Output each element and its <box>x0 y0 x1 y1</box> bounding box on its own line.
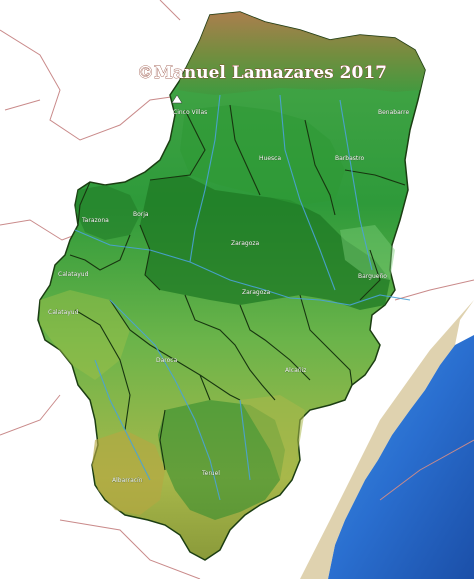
label-benabarre: Benabarre <box>378 109 409 116</box>
label-zaragoza-south: Zaragoza <box>242 289 271 296</box>
label-albarracin: Albarracín <box>112 477 143 484</box>
label-cinco-villas: Cinco Villas <box>173 109 207 116</box>
comarca-borders <box>69 104 406 471</box>
label-teruel: Teruel <box>201 470 220 477</box>
label-zaragoza-north: Zaragoza <box>231 240 260 247</box>
borja-lowland <box>75 185 140 240</box>
label-calatayud-north: Calatayud <box>58 271 89 278</box>
ebro-valley <box>140 175 390 310</box>
sea <box>328 335 474 579</box>
huesca-lowland <box>180 105 345 205</box>
label-alcaniz: Alcañiz <box>285 367 306 374</box>
albarracin-highland <box>92 430 165 515</box>
label-borja: Borja <box>133 211 149 218</box>
iberian-west <box>40 290 130 380</box>
label-calatayud-south: Calatayud <box>48 309 79 316</box>
maestrazgo-highland <box>240 395 305 480</box>
label-huesca: Huesca <box>259 155 281 162</box>
label-caspe: Bargueño <box>358 273 387 280</box>
teruel-highland <box>158 400 285 520</box>
peak-icon <box>171 94 183 104</box>
pyrenees-relief <box>178 12 425 95</box>
label-tarazona: Tarazona <box>81 217 109 224</box>
coastal-land <box>300 300 474 579</box>
label-barbastro: Barbastro <box>335 155 365 162</box>
label-daroca: Daroca <box>156 357 178 364</box>
watermark: ©Manuel Lamazares 2017 <box>137 63 387 83</box>
rivers <box>74 94 411 501</box>
